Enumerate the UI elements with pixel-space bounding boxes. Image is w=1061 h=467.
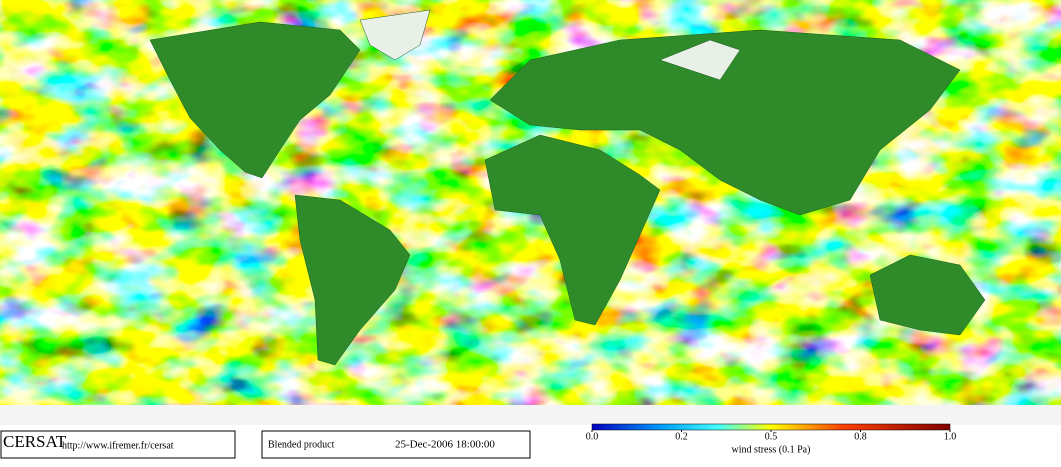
url: http://www.ifremer.fr/cersat [62, 440, 174, 451]
colorbar-tick-label: 0.8 [854, 431, 867, 442]
colorbar-tick-label: 0.5 [765, 431, 778, 442]
date: 25-Dec-2006 18:00:00 [395, 439, 495, 451]
logo-box [0, 430, 236, 459]
colorbar-tick-label: 0.2 [675, 431, 688, 442]
product: Blended product [268, 439, 335, 450]
antarctica [0, 405, 1061, 425]
colorbar [591, 423, 951, 431]
info-box [261, 430, 531, 459]
colorbar-tick-label: 0.0 [586, 431, 599, 442]
logo: CERSAT [3, 432, 67, 451]
land [149, 9, 986, 366]
colorbar-tick-label: 1.0 [944, 431, 957, 442]
colorbar-label: wind stress (0.1 Pa) [732, 444, 811, 455]
